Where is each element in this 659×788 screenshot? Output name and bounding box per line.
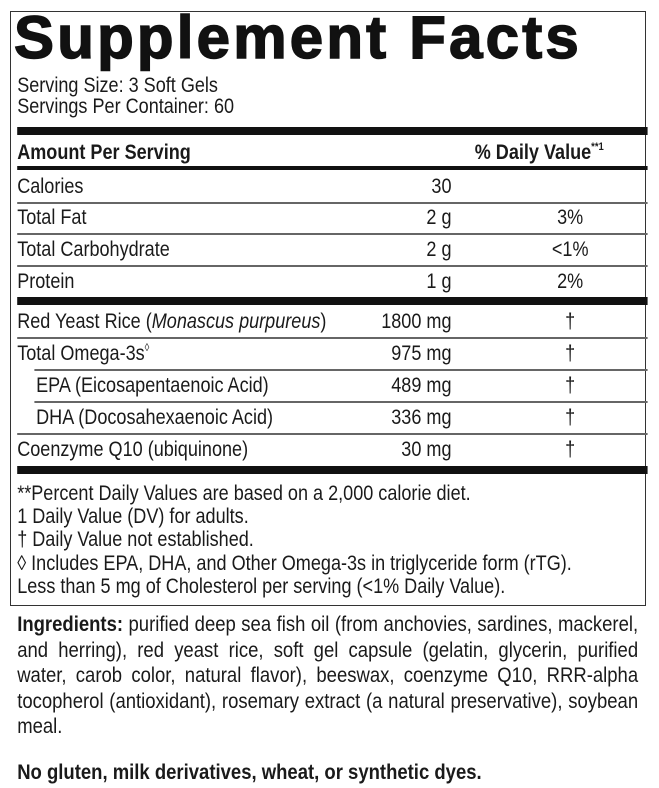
amount-per-serving-header: Amount Per Serving [17,141,191,164]
panel-title: Supplement Facts [13,4,582,71]
nutrient-amount: 2 g [426,206,452,229]
row-divider [17,202,648,204]
ingredients-statement: Ingredients: purified deep sea fish oil … [17,612,638,740]
nutrient-name: Total Carbohydrate [17,238,170,261]
ingredient-name-text: Red Yeast Rice ( [17,310,152,333]
ingredient-amount: 489 mg [391,374,452,397]
ingredients-label: Ingredients: [17,612,124,636]
row-divider [34,369,648,371]
nutrient-amount: 2 g [426,238,452,261]
nutrient-amount: 1 g [426,270,452,293]
nutrient-name: Protein [17,270,75,293]
ingredients-text: purified deep sea fish oil (from anchovi… [17,612,639,738]
ingredient-amount: 336 mg [391,406,452,429]
ingredient-dv: † [565,342,576,365]
nutrient-dv: 2% [557,270,584,293]
nutrient-name: Total Fat [17,206,87,229]
ingredient-amount: 1800 mg [381,310,452,333]
nutrient-dv: <1% [551,238,589,261]
footnote: Less than 5 mg of Cholesterol per servin… [17,575,506,598]
ingredient-name-end: ) [320,310,327,333]
divider-thick [17,297,648,305]
footnote: 1 Daily Value (DV) for adults. [17,505,249,528]
ingredient-dv: † [565,374,576,397]
servings-per-container: Servings Per Container: 60 [17,95,235,118]
nutrient-name: Calories [17,175,84,198]
nutrient-dv: 3% [557,206,584,229]
row-divider [17,337,648,339]
daily-value-label: % Daily Value [474,141,592,164]
ingredient-latin-name: Monascus purpureus [151,310,321,333]
footnote: ◊ Includes EPA, DHA, and Other Omega-3s … [17,552,572,575]
ingredient-dv: † [565,310,576,333]
ingredient-amount: 30 mg [401,438,452,461]
ingredient-name: Coenzyme Q10 (ubiquinone) [17,438,249,461]
ingredient-name: EPA (Eicosapentaenoic Acid) [36,374,269,397]
ingredient-dv: † [565,406,576,429]
row-divider [17,233,648,235]
ingredient-name: DHA (Docosahexaenoic Acid) [36,406,274,429]
daily-value-mark: **1 [591,141,604,153]
allergen-statement: No gluten, milk derivatives, wheat, or s… [17,760,482,784]
divider-thick [17,466,648,474]
row-divider [34,401,648,403]
divider-thick [17,127,648,135]
row-divider [17,265,648,267]
ingredient-dv: † [565,438,576,461]
ingredient-name: Red Yeast Rice (Monascus purpureus) [17,310,326,334]
serving-size: Serving Size: 3 Soft Gels [17,74,218,97]
row-divider [17,433,648,435]
ingredient-amount: 975 mg [391,342,452,365]
omega-mark: ◊ [144,342,150,354]
ingredient-name: Total Omega-3s◊ [17,342,149,366]
divider-medium [17,166,648,170]
supplement-facts-panel [10,11,646,606]
footnote: **Percent Daily Values are based on a 2,… [17,482,471,505]
nutrient-amount: 30 [431,175,452,198]
ingredient-name-text: Total Omega-3s [17,342,145,365]
footnote: † Daily Value not established. [17,528,254,551]
daily-value-header: % Daily Value**1 [475,141,604,165]
